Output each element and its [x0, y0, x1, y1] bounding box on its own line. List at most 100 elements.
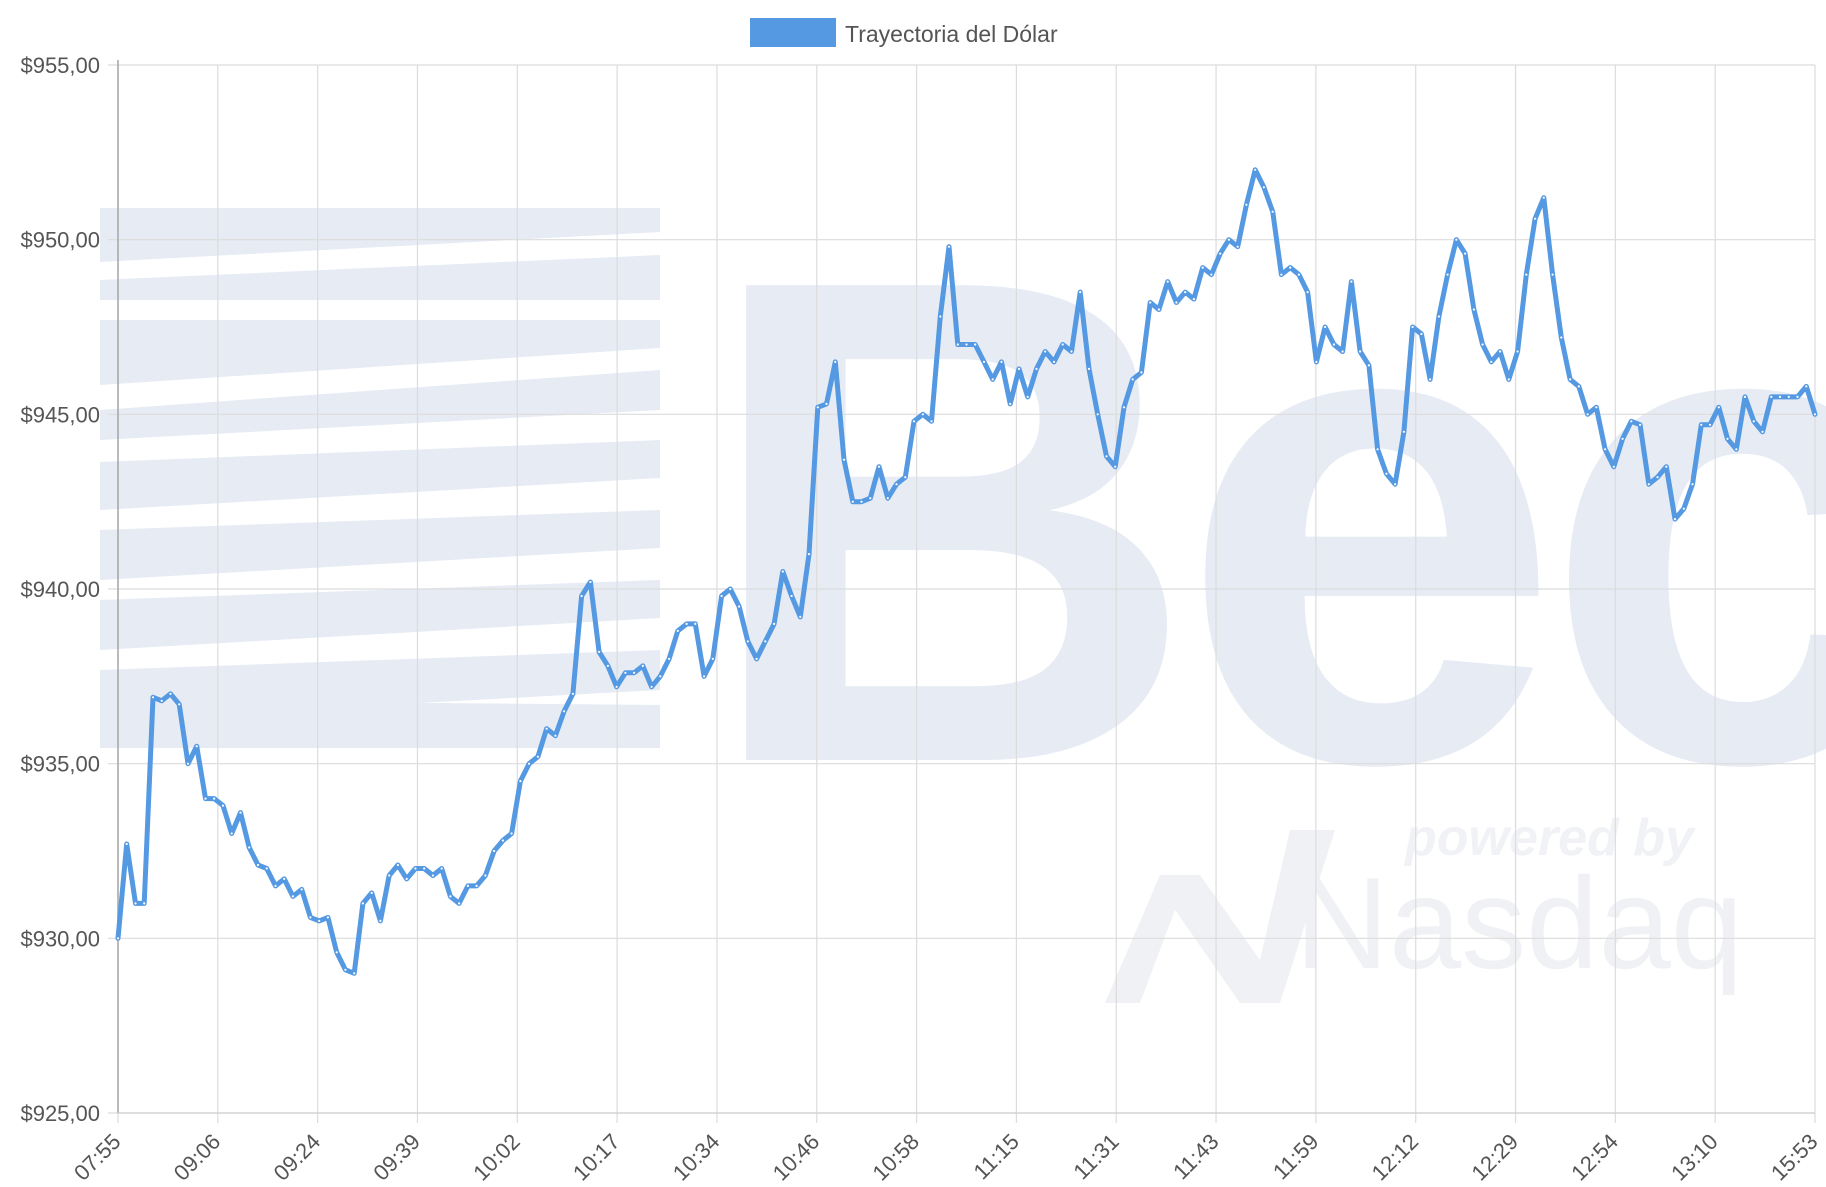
data-point[interactable] — [1262, 186, 1265, 189]
data-point[interactable] — [1805, 385, 1808, 388]
data-point[interactable] — [554, 734, 557, 737]
data-point[interactable] — [1569, 378, 1572, 381]
data-point[interactable] — [248, 846, 251, 849]
data-point[interactable] — [1726, 437, 1729, 440]
data-point[interactable] — [1752, 420, 1755, 423]
data-point[interactable] — [571, 692, 575, 695]
data-point[interactable] — [1682, 507, 1685, 510]
data-point[interactable] — [318, 919, 321, 923]
data-point[interactable] — [449, 895, 452, 898]
data-point[interactable] — [1070, 350, 1073, 353]
data-point[interactable] — [729, 587, 732, 591]
data-point[interactable] — [1770, 395, 1773, 398]
data-point[interactable] — [598, 650, 601, 654]
data-point[interactable] — [510, 832, 513, 835]
data-point[interactable] — [1604, 448, 1607, 451]
data-point[interactable] — [694, 622, 697, 626]
data-point[interactable] — [195, 745, 198, 748]
data-point[interactable] — [1761, 430, 1764, 433]
data-point[interactable] — [912, 420, 916, 423]
data-point[interactable] — [458, 902, 461, 905]
data-point[interactable] — [1630, 420, 1633, 423]
data-point[interactable] — [1219, 252, 1222, 255]
data-point[interactable] — [1735, 448, 1738, 451]
data-point[interactable] — [904, 476, 907, 479]
data-point[interactable] — [1376, 448, 1379, 451]
data-point[interactable] — [528, 762, 531, 765]
data-point[interactable] — [353, 972, 356, 975]
data-point[interactable] — [676, 629, 679, 633]
data-point[interactable] — [151, 696, 155, 699]
data-point[interactable] — [283, 877, 286, 881]
data-point[interactable] — [703, 675, 706, 678]
data-point[interactable] — [1131, 378, 1134, 381]
data-point[interactable] — [1621, 437, 1624, 440]
data-point[interactable] — [668, 657, 671, 661]
data-point[interactable] — [1280, 273, 1283, 276]
data-point[interactable] — [1306, 291, 1309, 294]
data-point[interactable] — [143, 902, 146, 905]
data-point[interactable] — [1201, 266, 1204, 269]
data-point[interactable] — [545, 727, 548, 730]
data-point[interactable] — [851, 500, 854, 503]
data-point[interactable] — [326, 916, 329, 919]
data-point[interactable] — [169, 692, 172, 695]
data-point[interactable] — [405, 877, 408, 881]
data-point[interactable] — [335, 951, 338, 954]
data-point[interactable] — [825, 402, 828, 405]
data-point[interactable] — [1087, 367, 1091, 370]
data-point[interactable] — [746, 640, 749, 643]
data-point[interactable] — [1612, 465, 1615, 468]
data-point[interactable] — [116, 937, 120, 940]
data-point[interactable] — [1577, 385, 1580, 388]
data-point[interactable] — [1429, 378, 1432, 381]
data-point[interactable] — [1385, 472, 1388, 475]
data-point[interactable] — [388, 874, 391, 877]
data-point[interactable] — [1665, 465, 1668, 468]
data-point[interactable] — [230, 832, 233, 835]
data-point[interactable] — [1787, 395, 1790, 398]
data-point[interactable] — [134, 902, 137, 905]
data-point[interactable] — [834, 360, 837, 363]
data-point[interactable] — [536, 755, 540, 758]
legend-label[interactable]: Trayectoria del Dólar — [845, 21, 1058, 47]
data-point[interactable] — [641, 664, 644, 668]
data-point[interactable] — [213, 797, 216, 800]
data-point[interactable] — [1813, 413, 1817, 416]
data-point[interactable] — [1560, 336, 1563, 339]
data-point[interactable] — [1350, 280, 1353, 283]
data-point[interactable] — [1009, 402, 1012, 405]
data-point[interactable] — [1542, 196, 1545, 199]
data-point[interactable] — [580, 594, 583, 598]
data-point[interactable] — [1507, 378, 1510, 381]
data-point[interactable] — [1026, 395, 1029, 398]
data-point[interactable] — [1271, 210, 1274, 213]
data-point[interactable] — [309, 916, 312, 919]
data-point[interactable] — [1420, 332, 1423, 336]
data-point[interactable] — [1289, 266, 1292, 269]
data-point[interactable] — [1324, 325, 1327, 329]
data-point[interactable] — [965, 343, 968, 346]
data-point[interactable] — [1079, 291, 1082, 294]
data-point[interactable] — [1446, 273, 1449, 276]
data-point[interactable] — [1481, 343, 1484, 346]
data-point[interactable] — [1297, 273, 1300, 276]
data-point[interactable] — [1516, 350, 1519, 353]
data-point[interactable] — [379, 919, 382, 923]
data-point[interactable] — [178, 703, 181, 706]
data-point[interactable] — [1035, 367, 1038, 370]
data-point[interactable] — [1341, 350, 1344, 353]
data-point[interactable] — [1114, 465, 1117, 468]
data-point[interactable] — [939, 315, 942, 318]
data-point[interactable] — [1166, 280, 1169, 283]
data-point[interactable] — [1411, 325, 1414, 329]
data-point[interactable] — [589, 580, 592, 584]
data-point[interactable] — [1586, 413, 1589, 416]
data-point[interactable] — [650, 685, 653, 688]
data-point[interactable] — [1394, 483, 1397, 486]
data-point[interactable] — [799, 615, 802, 619]
data-point[interactable] — [930, 420, 933, 423]
data-point[interactable] — [1525, 273, 1528, 276]
data-point[interactable] — [370, 891, 373, 895]
data-point[interactable] — [624, 671, 627, 674]
